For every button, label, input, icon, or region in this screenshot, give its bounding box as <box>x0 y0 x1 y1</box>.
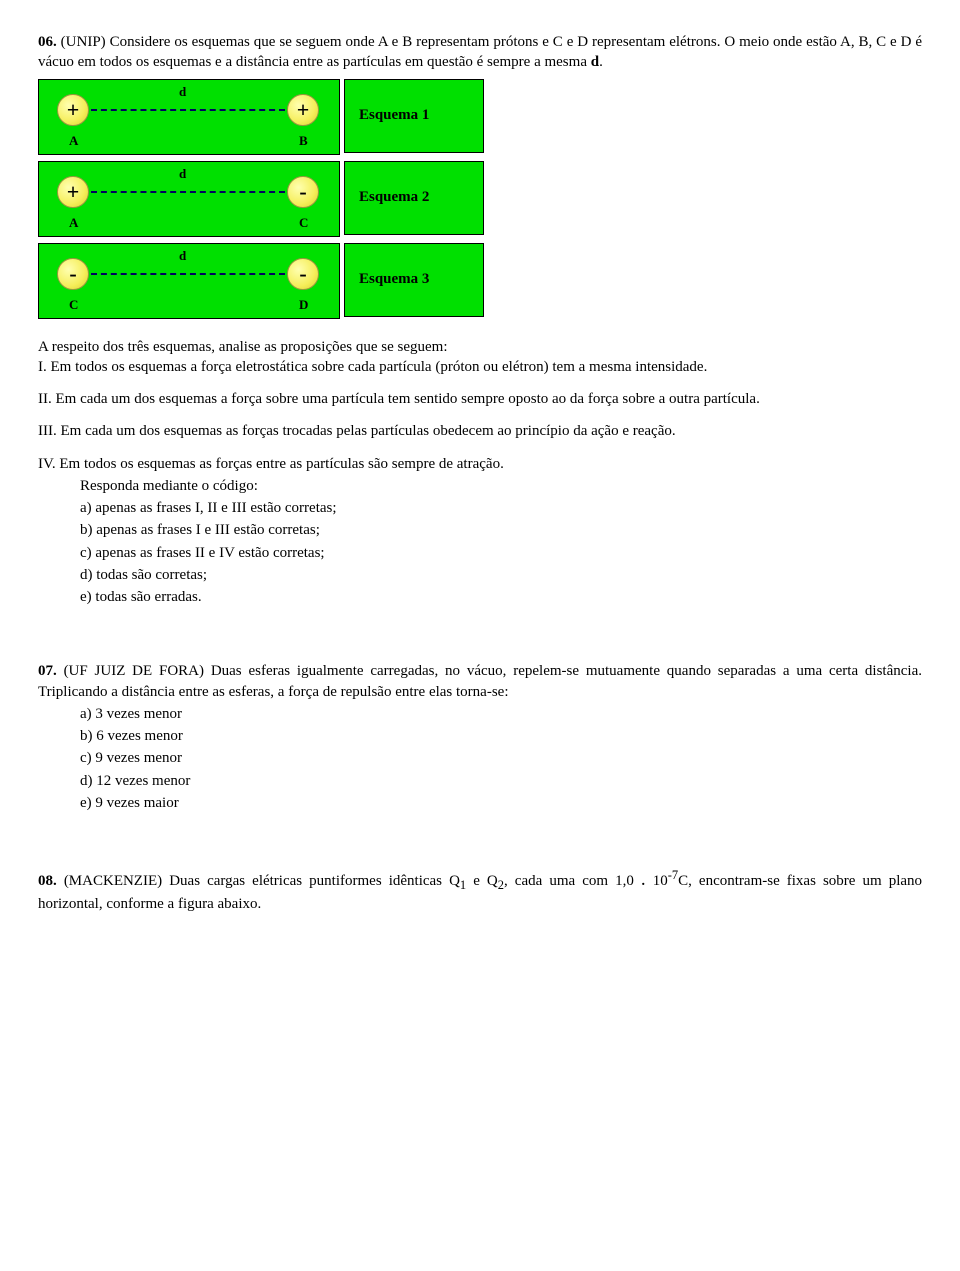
q06-responda: Responda mediante o código: <box>80 476 922 496</box>
q07-opt-a: a) 3 vezes menor <box>80 704 922 724</box>
label-d: d <box>179 247 186 265</box>
q06-opt-d: d) todas são corretas; <box>80 565 922 585</box>
label-c2: C <box>69 296 78 314</box>
q06-number: 06. <box>38 34 57 50</box>
q08-source: (MACKENZIE) <box>64 873 162 889</box>
particle-a2: + <box>57 176 89 208</box>
distance-line <box>91 273 285 275</box>
schema-2-diagram: + - A C d <box>38 161 340 237</box>
schema-1-diagram: + + A B d <box>38 79 340 155</box>
q07-opt-c: c) 9 vezes menor <box>80 748 922 768</box>
q06-source: (UNIP) <box>61 34 106 50</box>
schema-3-diagram: - - C D d <box>38 243 340 319</box>
q06-stem: 06. (UNIP) Considere os esquemas que se … <box>38 32 922 73</box>
q06-prop-iii: III. Em cada um dos esquemas as forças t… <box>38 421 922 441</box>
schema-3-label: Esquema 3 <box>344 243 484 317</box>
q06-opt-b: b) apenas as frases I e III estão corret… <box>80 520 922 540</box>
q07-options: a) 3 vezes menor b) 6 vezes menor c) 9 v… <box>38 704 922 813</box>
schema-1-label: Esquema 1 <box>344 79 484 153</box>
q07-number: 07. <box>38 663 57 679</box>
q06-prop-i: I. Em todos os esquemas a força eletrost… <box>38 357 922 377</box>
q06-options: Responda mediante o código: a) apenas as… <box>38 476 922 608</box>
label-d: d <box>179 165 186 183</box>
q06-d: d <box>591 54 599 70</box>
particle-c2: - <box>57 258 89 290</box>
label-d: d <box>179 83 186 101</box>
distance-line <box>91 191 285 193</box>
label-a: A <box>69 132 78 150</box>
q08-bigdot: . <box>641 869 646 890</box>
q07-source: (UF JUIZ DE FORA) <box>64 663 204 679</box>
label-d2: D <box>299 296 308 314</box>
schema-2-label: Esquema 2 <box>344 161 484 235</box>
q06-lead: A respeito dos três esquemas, analise as… <box>38 337 922 357</box>
label-c: C <box>299 214 308 232</box>
particle-b: + <box>287 94 319 126</box>
q08-stem-c: , cada uma com 1,0 <box>504 873 634 889</box>
particle-c: - <box>287 176 319 208</box>
q06-dot: . <box>599 54 603 70</box>
q08-stem: 08. (MACKENZIE) Duas cargas elétricas pu… <box>38 867 922 914</box>
q06-prop-iv: IV. Em todos os esquemas as forças entre… <box>38 454 922 474</box>
particle-a: + <box>57 94 89 126</box>
q06-opt-e: e) todas são erradas. <box>80 587 922 607</box>
q08-stem-d: 10 <box>653 873 668 889</box>
q06-opt-a: a) apenas as frases I, II e III estão co… <box>80 498 922 518</box>
q07-opt-b: b) 6 vezes menor <box>80 726 922 746</box>
q08-stem-b: e Q <box>466 873 498 889</box>
q07-opt-d: d) 12 vezes menor <box>80 771 922 791</box>
particle-d: - <box>287 258 319 290</box>
q08-sup: -7 <box>668 868 678 882</box>
schema-3: - - C D d Esquema 3 <box>38 243 922 319</box>
q06-opt-c: c) apenas as frases II e IV estão corret… <box>80 543 922 563</box>
q06-stem-text: Considere os esquemas que se seguem onde… <box>38 34 922 70</box>
q06-prop-ii: II. Em cada um dos esquemas a força sobr… <box>38 389 922 409</box>
q08-number: 08. <box>38 873 57 889</box>
schema-2: + - A C d Esquema 2 <box>38 161 922 237</box>
label-a2: A <box>69 214 78 232</box>
label-b: B <box>299 132 308 150</box>
q08-stem-a: Duas cargas elétricas puntiformes idênti… <box>169 873 460 889</box>
q07-stem: 07. (UF JUIZ DE FORA) Duas esferas igual… <box>38 661 922 702</box>
q07-opt-e: e) 9 vezes maior <box>80 793 922 813</box>
schema-1: + + A B d Esquema 1 <box>38 79 922 155</box>
distance-line <box>91 109 285 111</box>
